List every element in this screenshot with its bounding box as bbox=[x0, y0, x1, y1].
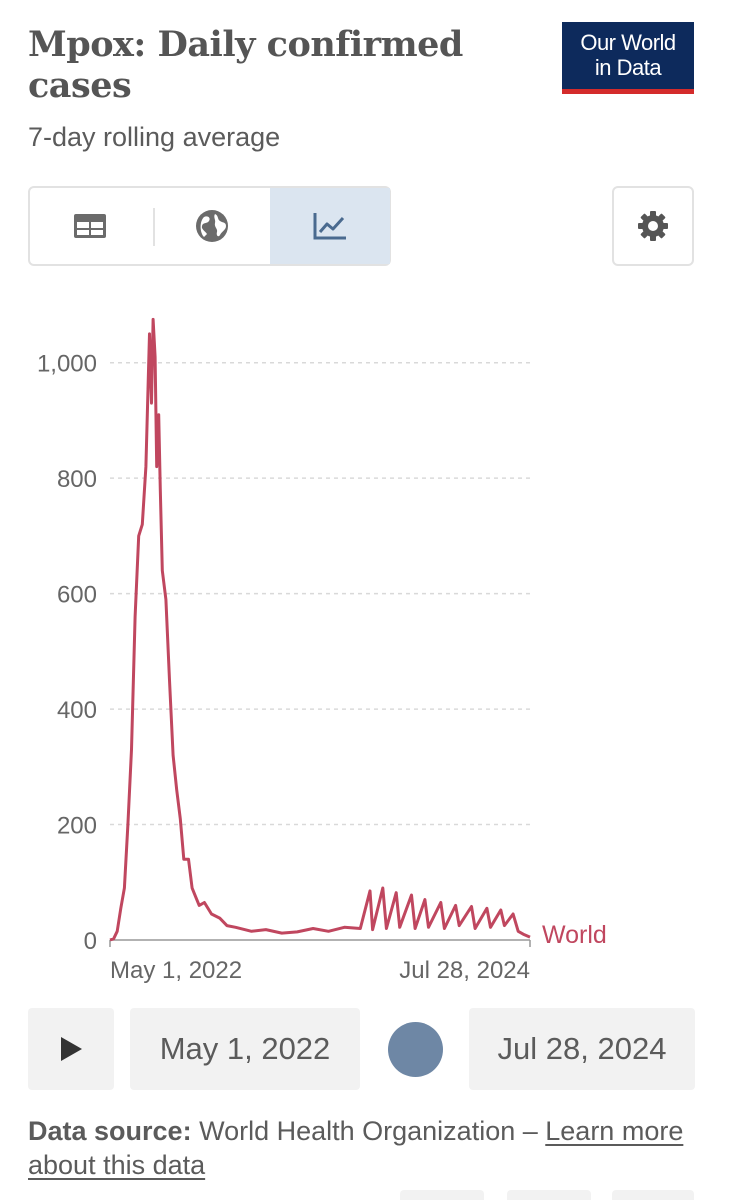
source-label: Data source: bbox=[28, 1116, 192, 1146]
y-tick-label: 0 bbox=[84, 928, 97, 955]
line-chart: 0 200 400 600 800 1,000 May 1, 2022 Jul 28, 20… bbox=[37, 317, 607, 984]
x-tick-label: May 1, 2022 bbox=[110, 957, 242, 984]
logo-line-1: Our World bbox=[580, 30, 676, 55]
chart-gridlines bbox=[110, 361, 530, 826]
play-icon bbox=[61, 1037, 82, 1061]
table-icon bbox=[74, 214, 106, 238]
y-axis-ticks: 0 200 400 600 800 1,000 bbox=[37, 351, 97, 955]
owid-logo[interactable]: Our World in Data bbox=[562, 22, 694, 94]
y-tick-label: 800 bbox=[57, 466, 97, 493]
bottom-tab-2[interactable] bbox=[507, 1190, 591, 1200]
bottom-tab-3[interactable] bbox=[612, 1190, 694, 1200]
series-label-world: World bbox=[542, 921, 607, 949]
play-button[interactable] bbox=[28, 1008, 114, 1090]
logo-line-2: in Data bbox=[594, 55, 662, 80]
chart-title: Mpox: Daily confirmed cases bbox=[28, 24, 463, 106]
tab-divider bbox=[153, 208, 155, 246]
gear-icon bbox=[638, 211, 668, 241]
tab-table[interactable] bbox=[30, 188, 150, 264]
y-tick-label: 200 bbox=[57, 813, 97, 840]
bottom-tab-1[interactable] bbox=[400, 1190, 484, 1200]
x-tick-label: Jul 28, 2024 bbox=[399, 957, 530, 984]
y-tick-label: 400 bbox=[57, 697, 97, 724]
timeline-end-date[interactable]: Jul 28, 2024 bbox=[469, 1008, 695, 1090]
globe-icon bbox=[196, 210, 228, 242]
chart-subtitle: 7-day rolling average bbox=[28, 122, 281, 152]
learn-more-link[interactable]: Learn more about this data bbox=[28, 1116, 684, 1180]
series-line-world bbox=[109, 317, 531, 942]
tab-map[interactable] bbox=[152, 188, 272, 264]
data-source: Data source: World Health Organization –… bbox=[28, 1114, 718, 1182]
y-tick-label: 600 bbox=[57, 582, 97, 609]
timeline-handle[interactable] bbox=[388, 1022, 443, 1077]
x-axis-ticks: May 1, 2022 Jul 28, 2024 bbox=[109, 940, 531, 984]
line-chart-icon bbox=[313, 213, 346, 240]
y-tick-label: 1,000 bbox=[37, 351, 97, 378]
settings-button[interactable] bbox=[612, 186, 694, 266]
source-text: World Health Organization – bbox=[199, 1116, 546, 1146]
tab-chart[interactable] bbox=[270, 188, 390, 264]
timeline-start-date[interactable]: May 1, 2022 bbox=[130, 1008, 360, 1090]
view-tabs bbox=[28, 186, 391, 266]
